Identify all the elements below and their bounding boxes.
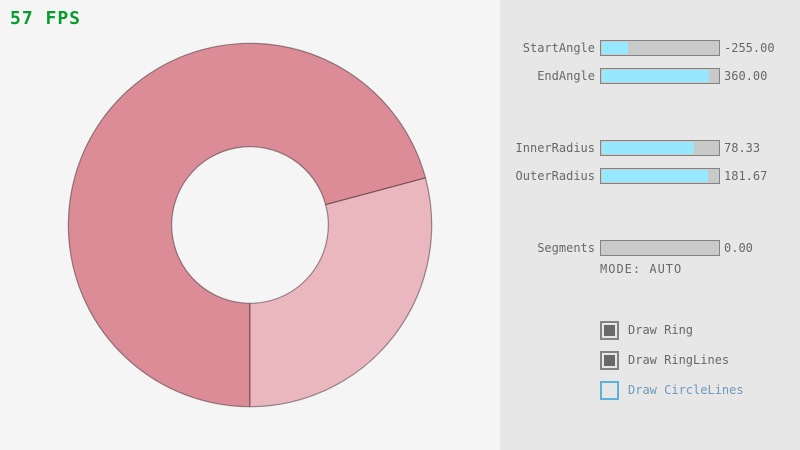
innerradius-label: InnerRadius: [515, 141, 595, 155]
draw-ringlines-checkbox[interactable]: [600, 350, 619, 370]
outerradius-slider-fill: [602, 170, 708, 182]
checkbox-row-draw-circlelines: Draw CircleLines: [600, 380, 744, 400]
outerradius-label: OuterRadius: [515, 169, 595, 183]
innerradius-slider-fill: [602, 142, 695, 154]
ring-canvas: 57 FPS: [10, 8, 433, 408]
checkbox-row-draw-ringlines: Draw RingLines: [600, 350, 729, 370]
ring-chart: [67, 42, 433, 408]
draw-ringlines-label: Draw RingLines: [628, 353, 730, 367]
slider-row-innerradius: InnerRadius 78.33: [500, 140, 800, 156]
checkbox-row-draw-ring: Draw Ring: [600, 320, 693, 340]
checkbox-checked-mark: [604, 354, 615, 366]
segments-value: 0.00: [724, 241, 753, 255]
draw-circlelines-checkbox[interactable]: [600, 380, 619, 400]
controls-panel: StartAngle -255.00 EndAngle 360.00 Inner…: [500, 0, 800, 450]
ring-sector-single-pass: [249, 177, 433, 408]
draw-ring-checkbox[interactable]: [600, 320, 619, 340]
slider-row-endangle: EndAngle 360.00: [500, 68, 800, 84]
startangle-value: -255.00: [724, 41, 775, 55]
slider-row-outerradius: OuterRadius 181.67: [500, 168, 800, 184]
startangle-label: StartAngle: [522, 41, 595, 55]
endangle-slider-fill: [602, 70, 710, 82]
endangle-value: 360.00: [724, 69, 768, 83]
ring-sector-double-pass: [67, 42, 427, 408]
startangle-slider-fill: [602, 42, 628, 54]
outerradius-value: 181.67: [724, 169, 768, 183]
outerradius-slider[interactable]: [600, 168, 720, 184]
segments-mode-label: MODE: AUTO: [600, 262, 683, 276]
innerradius-slider[interactable]: [600, 140, 720, 156]
checkbox-checked-mark: [604, 324, 615, 336]
endangle-slider[interactable]: [600, 68, 720, 84]
endangle-label: EndAngle: [537, 69, 595, 83]
startangle-slider[interactable]: [600, 40, 720, 56]
innerradius-value: 78.33: [724, 141, 761, 155]
segments-slider[interactable]: [600, 240, 720, 256]
slider-row-segments: Segments 0.00: [500, 240, 800, 256]
fps-counter: 57 FPS: [10, 8, 82, 29]
segments-label: Segments: [537, 241, 595, 255]
draw-circlelines-label: Draw CircleLines: [628, 383, 744, 397]
draw-ring-label: Draw Ring: [628, 323, 694, 337]
slider-row-startangle: StartAngle -255.00: [500, 40, 800, 56]
